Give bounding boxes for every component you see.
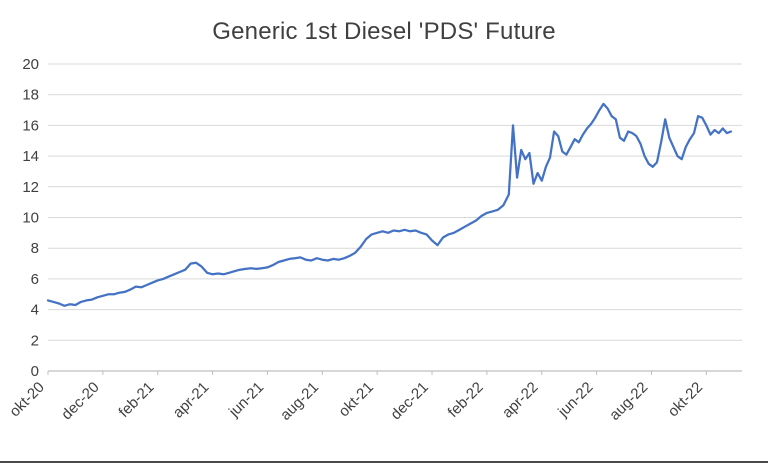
y-tick-label: 4 (31, 302, 39, 319)
x-tick-label: feb-21 (115, 379, 157, 421)
x-tick-label: apr-22 (499, 379, 542, 422)
x-tick-label: dec-20 (58, 379, 102, 423)
x-tick-label: okt-22 (665, 379, 707, 421)
x-tick-label: okt-20 (6, 379, 48, 421)
y-tick-label: 12 (22, 179, 39, 196)
y-tick-label: 10 (22, 210, 39, 227)
chart-title: Generic 1st Diesel 'PDS' Future (212, 18, 556, 45)
series-line (46, 102, 733, 307)
x-tick-label: okt-21 (335, 379, 377, 421)
x-tick-label: feb-22 (445, 379, 487, 421)
y-tick-label: 2 (31, 332, 39, 349)
x-tick-label: apr-21 (170, 379, 213, 422)
x-tick-label: jun-22 (554, 379, 596, 421)
y-tick-label: 20 (22, 56, 39, 73)
y-tick-label: 14 (22, 148, 39, 165)
y-tick-label: 8 (31, 240, 39, 257)
line-chart: 0 2 4 6 8 10 12 14 16 18 20 okt-20 dec-20 feb-21 apr-2… (6, 56, 742, 424)
x-tick-label: aug-21 (277, 379, 322, 424)
x-tick-label: aug-22 (606, 379, 651, 424)
y-tick-label: 16 (22, 117, 39, 134)
y-tick-label: 6 (31, 271, 39, 288)
y-tick-label: 0 (31, 363, 39, 380)
x-tick-label: dec-21 (387, 379, 431, 423)
y-tick-label: 18 (22, 87, 39, 104)
x-tick-label: jun-21 (225, 379, 267, 421)
